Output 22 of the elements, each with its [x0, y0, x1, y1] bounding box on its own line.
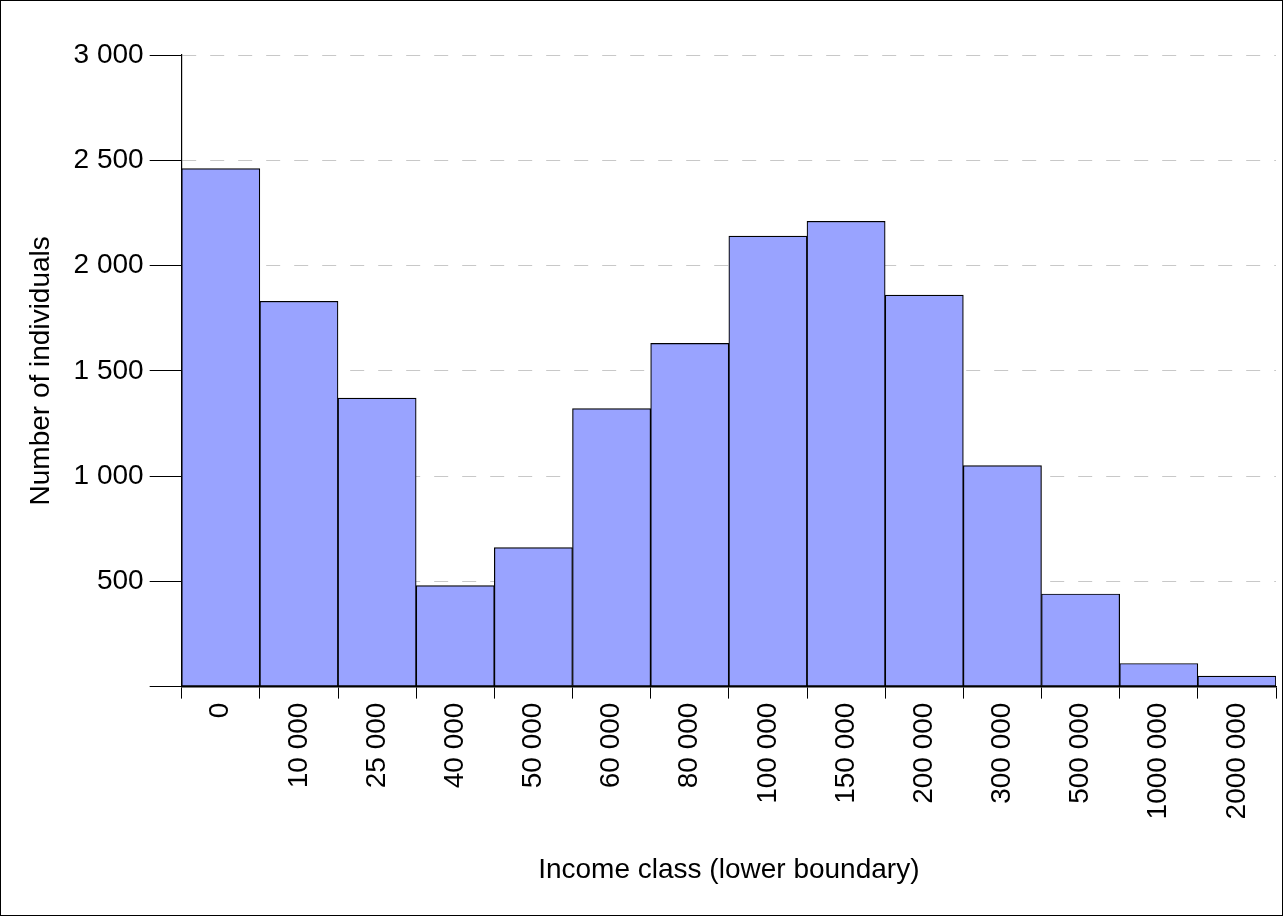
y-tick-label: 1 000: [73, 458, 144, 490]
y-tick-label: 2 500: [73, 142, 144, 174]
y-tick-label: 1 500: [73, 353, 144, 385]
x-tick-label: 2000 000: [1219, 702, 1251, 820]
y-axis-title: Number of individuals: [23, 236, 55, 506]
x-axis-title: Income class (lower boundary): [538, 852, 920, 884]
x-tick-label: 25 000: [359, 702, 391, 789]
x-tick-label: 200 000: [906, 702, 938, 804]
x-tick-label: 10 000: [281, 702, 313, 789]
y-tick-label: 500: [96, 564, 144, 596]
y-tick-label: 3 000: [73, 37, 144, 69]
x-tick-label: 150 000: [828, 702, 860, 804]
x-tick-label: 40 000: [437, 702, 469, 789]
x-tick-label: 60 000: [594, 702, 626, 789]
x-tick-label: 0: [203, 702, 235, 719]
x-tick-label: 300 000: [985, 702, 1017, 804]
x-tick-label: 100 000: [750, 702, 782, 804]
x-tick-label: 80 000: [672, 702, 704, 789]
x-tick-label: 50 000: [516, 702, 548, 789]
x-tick-label: 1000 000: [1141, 702, 1173, 820]
y-tick-label: 2 000: [73, 248, 144, 280]
x-tick-label: 500 000: [1063, 702, 1095, 804]
